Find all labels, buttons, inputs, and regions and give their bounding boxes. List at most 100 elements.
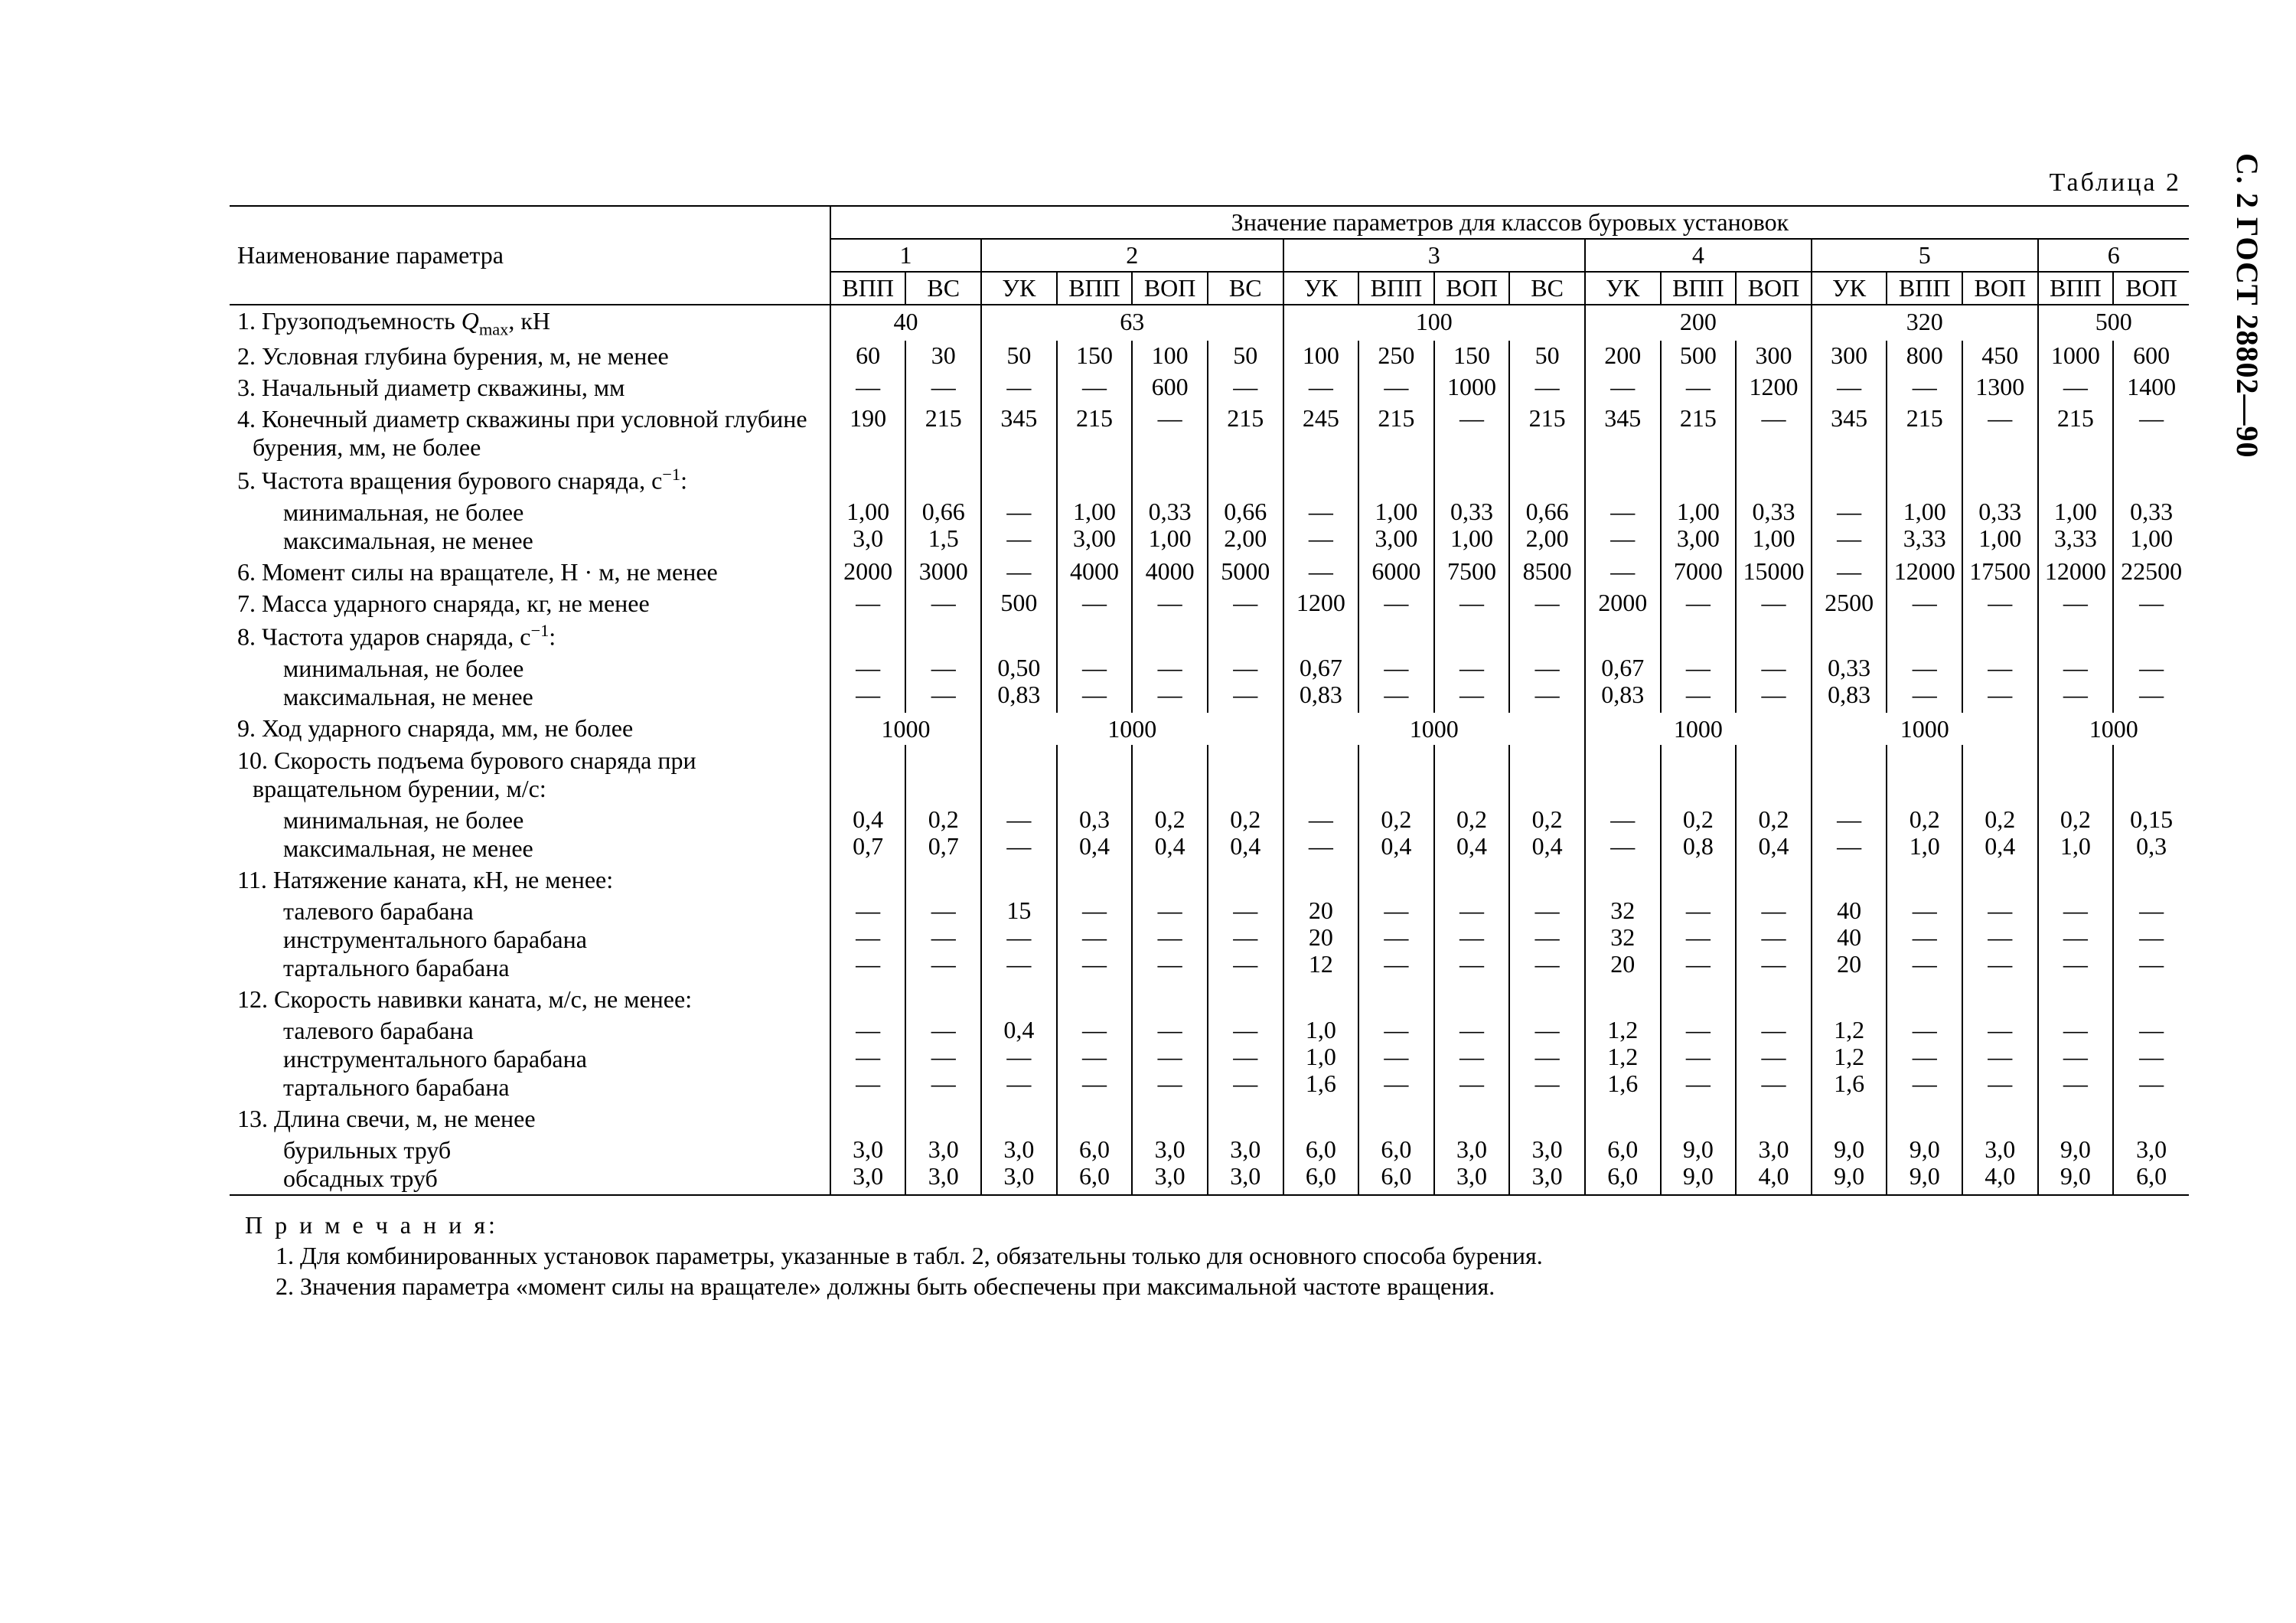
cell-r7-c16: — <box>1962 588 2038 619</box>
cell-r11-c18 <box>2113 745 2189 805</box>
cell-r6-c1: 2000 <box>830 557 906 588</box>
cell-r4-c1 <box>830 463 906 497</box>
cell-r17-c1 <box>830 1103 906 1135</box>
cell-r14-c1: — — — <box>830 896 906 984</box>
cell-r15-c2 <box>905 984 981 1015</box>
header-sub-12: ВПП <box>1661 272 1737 305</box>
cell-r15-c3 <box>981 984 1057 1015</box>
cell-r2-c15: — <box>1887 372 1962 403</box>
cell-r3-c13: — <box>1736 403 1812 463</box>
cell-r11-c7 <box>1283 745 1359 805</box>
cell-r2-c16: 1300 <box>1962 372 2038 403</box>
cell-r12-c9: 0,2 0,4 <box>1434 805 1510 864</box>
cell-r9-c13: — — <box>1736 653 1812 713</box>
cell-r14-c13: — — — <box>1736 896 1812 984</box>
cell-r6-c6: 5000 <box>1208 557 1283 588</box>
cell-r18-c14: 9,0 9,0 <box>1812 1135 1887 1195</box>
cell-r4-c12 <box>1661 463 1737 497</box>
cell-r18-c12: 9,0 9,0 <box>1661 1135 1737 1195</box>
cell-r6-c12: 7000 <box>1661 557 1737 588</box>
cell-r12-c15: 0,2 1,0 <box>1887 805 1962 864</box>
cell-r8-c6 <box>1208 619 1283 653</box>
cell-r2-c14: — <box>1812 372 1887 403</box>
cell-r17-c8 <box>1358 1103 1434 1135</box>
notes-block: П р и м е ч а н и я: 1. Для комбинирован… <box>230 1210 2189 1301</box>
cell-r8-c9 <box>1434 619 1510 653</box>
cell-r9-c18: — — <box>2113 653 2189 713</box>
cell-r14-c7: 20 20 12 <box>1283 896 1359 984</box>
cell-r12-c14: — — <box>1812 805 1887 864</box>
cell-r3-c4: 215 <box>1057 403 1133 463</box>
cell-r8-c10 <box>1509 619 1585 653</box>
cell-r10-s5: 1000 <box>2038 713 2189 745</box>
cell-r17-c13 <box>1736 1103 1812 1135</box>
cell-r15-c5 <box>1132 984 1208 1015</box>
header-sub-1: ВПП <box>830 272 906 305</box>
cell-r15-c7 <box>1283 984 1359 1015</box>
cell-r2-c3: — <box>981 372 1057 403</box>
cell-r6-c4: 4000 <box>1057 557 1133 588</box>
cell-r16-c15: — — — <box>1887 1015 1962 1103</box>
cell-r16-c1: — — — <box>830 1015 906 1103</box>
cell-r18-c11: 6,0 6,0 <box>1585 1135 1661 1195</box>
cell-r3-c5: — <box>1132 403 1208 463</box>
cell-r13-c9 <box>1434 864 1510 896</box>
cell-r15-c18 <box>2113 984 2189 1015</box>
cell-r13-c5 <box>1132 864 1208 896</box>
cell-r6-c17: 12000 <box>2038 557 2114 588</box>
cell-r11-c16 <box>1962 745 2038 805</box>
cell-r12-c16: 0,2 0,4 <box>1962 805 2038 864</box>
cell-r12-c6: 0,2 0,4 <box>1208 805 1283 864</box>
cell-r16-c9: — — — <box>1434 1015 1510 1103</box>
cell-r0-s1: 63 <box>981 305 1283 341</box>
cell-r4-c9 <box>1434 463 1510 497</box>
cell-r2-c4: — <box>1057 372 1133 403</box>
header-sub-10: ВС <box>1509 272 1585 305</box>
cell-r4-c17 <box>2038 463 2114 497</box>
cell-r4-c5 <box>1132 463 1208 497</box>
cell-r2-c18: 1400 <box>2113 372 2189 403</box>
row-label-11: 10. Скорость подъема бурового снаряда пр… <box>230 745 830 805</box>
cell-r5-c6: 0,66 2,00 <box>1208 497 1283 557</box>
cell-r3-c2: 215 <box>905 403 981 463</box>
cell-r4-c14 <box>1812 463 1887 497</box>
cell-r13-c1 <box>830 864 906 896</box>
cell-r6-c13: 15000 <box>1736 557 1812 588</box>
cell-r6-c18: 22500 <box>2113 557 2189 588</box>
cell-r7-c18: — <box>2113 588 2189 619</box>
header-sub-17: ВПП <box>2038 272 2114 305</box>
cell-r0-s0: 40 <box>830 305 981 341</box>
cell-r4-c7 <box>1283 463 1359 497</box>
note-1: 1. Для комбинированных установок парамет… <box>276 1242 1543 1269</box>
header-sub-9: ВОП <box>1434 272 1510 305</box>
row-label-15: 12. Скорость навивки каната, м/с, не мен… <box>230 984 830 1015</box>
cell-r13-c12 <box>1661 864 1737 896</box>
cell-r2-c5: 600 <box>1132 372 1208 403</box>
cell-r1-c9: 150 <box>1434 341 1510 372</box>
cell-r8-c7 <box>1283 619 1359 653</box>
cell-r5-c1: 1,00 3,0 <box>830 497 906 557</box>
header-sub-13: ВОП <box>1736 272 1812 305</box>
cell-r12-c5: 0,2 0,4 <box>1132 805 1208 864</box>
cell-r16-c12: — — — <box>1661 1015 1737 1103</box>
cell-r7-c12: — <box>1661 588 1737 619</box>
cell-r16-c16: — — — <box>1962 1015 2038 1103</box>
parameters-table: Наименование параметраЗначение параметро… <box>230 205 2189 1196</box>
cell-r14-c16: — — — <box>1962 896 2038 984</box>
cell-r14-c15: — — — <box>1887 896 1962 984</box>
cell-r16-c2: — — — <box>905 1015 981 1103</box>
cell-r8-c5 <box>1132 619 1208 653</box>
cell-r2-c10: — <box>1509 372 1585 403</box>
header-sub-14: УК <box>1812 272 1887 305</box>
cell-r17-c12 <box>1661 1103 1737 1135</box>
cell-r7-c6: — <box>1208 588 1283 619</box>
cell-r5-c9: 0,33 1,00 <box>1434 497 1510 557</box>
cell-r2-c8: — <box>1358 372 1434 403</box>
cell-r12-c17: 0,2 1,0 <box>2038 805 2114 864</box>
cell-r18-c6: 3,0 3,0 <box>1208 1135 1283 1195</box>
cell-r17-c16 <box>1962 1103 2038 1135</box>
cell-r13-c2 <box>905 864 981 896</box>
cell-r13-c13 <box>1736 864 1812 896</box>
cell-r3-c6: 215 <box>1208 403 1283 463</box>
cell-r14-c6: — — — <box>1208 896 1283 984</box>
